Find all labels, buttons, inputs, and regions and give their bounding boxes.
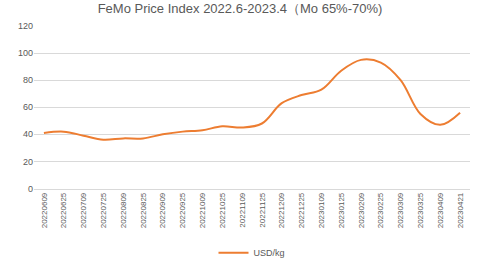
svg-text:120: 120 bbox=[18, 21, 33, 31]
svg-text:20230109: 20230109 bbox=[317, 192, 326, 228]
svg-text:20221009: 20221009 bbox=[198, 192, 207, 228]
svg-text:20221125: 20221125 bbox=[258, 192, 267, 228]
svg-text:0: 0 bbox=[28, 184, 33, 194]
svg-text:20230421: 20230421 bbox=[456, 192, 465, 228]
svg-text:20220909: 20220909 bbox=[158, 192, 167, 228]
svg-text:20: 20 bbox=[23, 157, 33, 167]
svg-text:20221109: 20221109 bbox=[238, 192, 247, 228]
svg-text:20230309: 20230309 bbox=[396, 192, 405, 228]
svg-text:FeMo Price Index 2022.6-2023.4: FeMo Price Index 2022.6-2023.4（Mo 65%-70… bbox=[98, 1, 383, 16]
svg-text:20230225: 20230225 bbox=[376, 192, 385, 228]
svg-text:20220709: 20220709 bbox=[79, 192, 88, 228]
svg-text:20220725: 20220725 bbox=[99, 192, 108, 228]
svg-text:USD/kg: USD/kg bbox=[254, 248, 285, 258]
svg-text:20230125: 20230125 bbox=[337, 192, 346, 228]
svg-text:20220625: 20220625 bbox=[59, 192, 68, 228]
svg-text:20230325: 20230325 bbox=[416, 192, 425, 228]
svg-text:20221025: 20221025 bbox=[218, 192, 227, 228]
svg-text:100: 100 bbox=[18, 48, 33, 58]
svg-text:20221209: 20221209 bbox=[277, 192, 286, 228]
svg-text:80: 80 bbox=[23, 75, 33, 85]
svg-text:20220809: 20220809 bbox=[119, 192, 128, 228]
svg-text:20230209: 20230209 bbox=[357, 192, 366, 228]
svg-text:20221225: 20221225 bbox=[297, 192, 306, 228]
svg-text:20220925: 20220925 bbox=[178, 192, 187, 228]
svg-text:20220609: 20220609 bbox=[40, 192, 49, 228]
svg-text:40: 40 bbox=[23, 129, 33, 139]
svg-text:20220825: 20220825 bbox=[139, 192, 148, 228]
svg-text:60: 60 bbox=[23, 102, 33, 112]
svg-text:20230409: 20230409 bbox=[436, 192, 445, 228]
